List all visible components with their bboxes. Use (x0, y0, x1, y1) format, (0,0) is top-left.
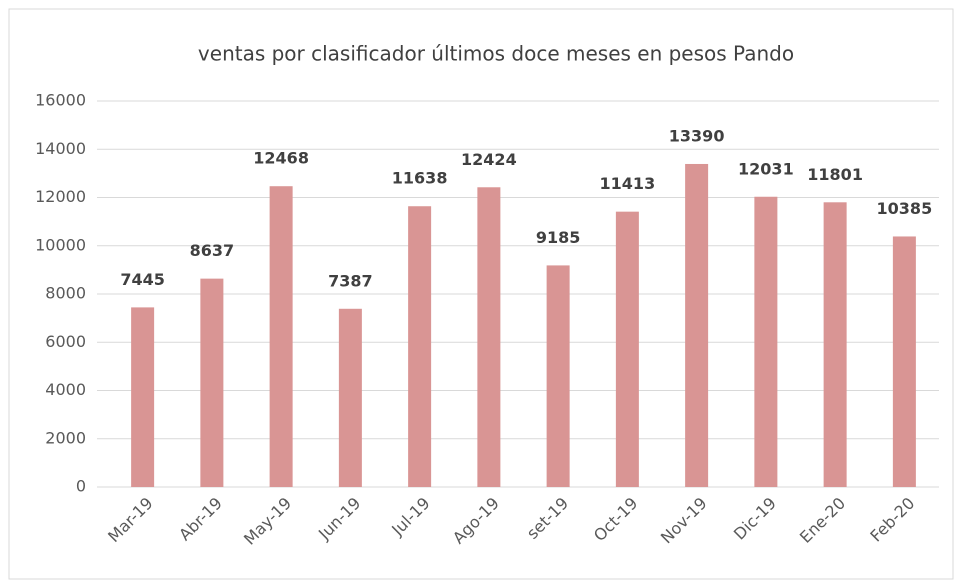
data-label: 11413 (600, 174, 656, 193)
y-tick-label: 10000 (35, 235, 86, 254)
bar (338, 308, 362, 487)
y-tick-label: 2000 (45, 428, 86, 447)
data-label: 12031 (738, 159, 794, 178)
data-label: 8637 (190, 241, 235, 260)
chart-title: ventas por clasificador últimos doce mes… (198, 42, 794, 66)
data-label: 10385 (877, 199, 933, 218)
bar (131, 307, 155, 487)
bar (823, 202, 847, 487)
data-label: 11801 (807, 165, 863, 184)
bar (546, 265, 570, 487)
y-tick-label: 8000 (45, 284, 86, 303)
data-label: 9185 (536, 228, 581, 247)
bar (408, 206, 432, 487)
bar (615, 211, 639, 487)
bar (269, 186, 293, 487)
bar (477, 187, 501, 487)
y-tick-label: 6000 (45, 332, 86, 351)
data-label: 13390 (669, 126, 725, 145)
bar (754, 196, 778, 487)
data-label: 11638 (392, 169, 448, 188)
bar (892, 236, 916, 487)
data-label: 7387 (328, 271, 373, 290)
y-tick-label: 16000 (35, 91, 86, 110)
data-label: 12424 (461, 150, 517, 169)
y-tick-label: 12000 (35, 187, 86, 206)
y-tick-label: 0 (76, 477, 86, 496)
data-label: 12468 (253, 149, 309, 168)
bar (685, 163, 709, 487)
bar (200, 278, 224, 487)
y-tick-label: 4000 (45, 380, 86, 399)
y-tick-label: 14000 (35, 139, 86, 158)
data-label: 7445 (120, 270, 165, 289)
